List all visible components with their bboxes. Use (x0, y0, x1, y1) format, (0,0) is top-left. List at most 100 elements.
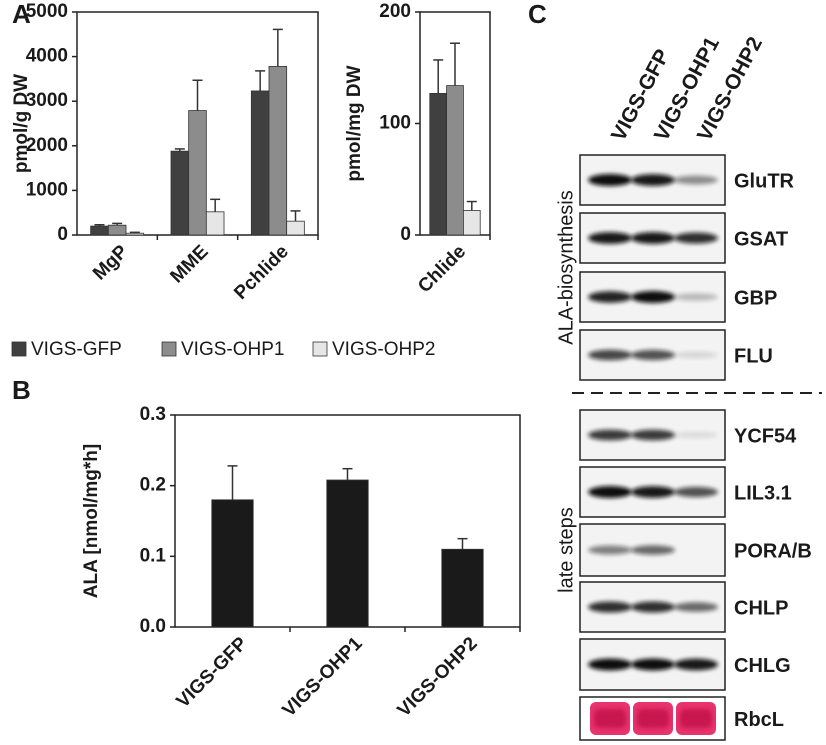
group-label: late steps (555, 507, 577, 593)
y-tick-label: 0 (57, 224, 68, 245)
bar (429, 92, 447, 236)
protein-band (588, 545, 632, 555)
protein-label: GluTR (734, 170, 795, 192)
protein-label: LIL3.1 (734, 482, 792, 504)
group-label: ALA-biosynthesis (555, 190, 577, 345)
panel-label: C (528, 0, 547, 29)
error-bar (290, 210, 301, 222)
error-bar (272, 28, 283, 67)
legend-swatch (11, 341, 27, 357)
y-axis-label: pmol/g DW (11, 74, 32, 173)
bar (90, 225, 109, 236)
protein-band (588, 658, 632, 671)
protein-band (588, 232, 632, 244)
error-bar (174, 148, 185, 152)
protein-band (674, 232, 718, 244)
protein-label: FLU (734, 345, 773, 367)
y-tick-label: 0.0 (140, 616, 166, 637)
bar (446, 85, 464, 236)
protein-band (631, 545, 675, 555)
protein-label: GBP (734, 287, 777, 309)
protein-band (631, 486, 675, 498)
bar (125, 232, 145, 236)
x-tick-label: MME (166, 241, 212, 287)
y-tick-label: 200 (379, 1, 411, 22)
error-bar (433, 59, 444, 94)
protein-band (631, 174, 675, 186)
protein-label: CHLG (734, 655, 791, 677)
protein-band (588, 429, 632, 441)
x-tick-label: VIGS-OHP1 (279, 633, 367, 721)
x-tick-label: MgP (89, 241, 132, 284)
y-tick-label: 2000 (26, 135, 68, 156)
x-tick-label: Chlide (414, 241, 470, 297)
panel-label: A (12, 0, 31, 29)
legend-label: VIGS-OHP2 (332, 339, 435, 360)
error-bar (450, 42, 460, 86)
error-bar (457, 537, 468, 550)
protein-label: CHLP (734, 597, 788, 619)
y-axis-label: ALA [nmol/mg*h] (81, 444, 102, 598)
error-bar (342, 467, 353, 481)
protein-band (674, 293, 718, 301)
protein-band (631, 232, 675, 244)
error-bar (192, 79, 203, 111)
error-bar (112, 222, 123, 226)
y-tick-label: 5000 (26, 1, 68, 22)
y-tick-label: 0.3 (140, 404, 166, 425)
bar (170, 150, 190, 236)
x-tick-label: VIGS-OHP2 (394, 633, 482, 721)
y-tick-label: 100 (379, 113, 411, 134)
protein-label: PORA/B (734, 540, 812, 562)
protein-band (674, 351, 718, 359)
legend-swatch (312, 341, 328, 357)
bar (268, 66, 288, 236)
error-bar (466, 200, 477, 211)
protein-band (674, 658, 718, 671)
y-tick-label: 3000 (26, 90, 68, 111)
bar (441, 548, 484, 628)
bar (326, 479, 369, 628)
stain-core (680, 709, 712, 728)
protein-band (631, 291, 675, 303)
error-bar (210, 198, 221, 212)
bar (188, 110, 207, 236)
error-bar (129, 231, 140, 234)
y-tick-label: 4000 (26, 46, 68, 67)
y-tick-label: 0.2 (140, 475, 166, 496)
x-tick-label: Pchlide (230, 241, 293, 304)
stain-core (637, 709, 669, 728)
protein-band (674, 175, 718, 185)
legend-swatch (161, 341, 177, 357)
protein-label: GSAT (734, 228, 788, 250)
stain-core (594, 709, 626, 728)
protein-band (588, 291, 632, 303)
y-tick-label: 0.1 (140, 545, 167, 566)
protein-band (674, 431, 718, 439)
protein-band (588, 174, 632, 186)
x-tick-label: VIGS-GFP (173, 633, 252, 712)
bar (250, 90, 270, 236)
protein-band (631, 601, 675, 613)
bar (286, 220, 305, 236)
y-tick-label: 0 (400, 224, 411, 245)
protein-band (674, 486, 718, 498)
bar (462, 210, 481, 236)
legend-label: VIGS-GFP (31, 339, 122, 360)
bar (107, 224, 127, 236)
y-axis-label: pmol/mg DW (344, 65, 365, 181)
protein-label: YCF54 (734, 425, 797, 447)
protein-band (631, 429, 675, 441)
protein-band (588, 486, 632, 498)
protein-band (588, 349, 632, 361)
y-tick-label: 1000 (26, 179, 68, 200)
bar (205, 211, 225, 236)
bar (211, 499, 254, 628)
protein-band (674, 602, 718, 612)
protein-band (631, 349, 675, 361)
panel-label: B (12, 375, 31, 405)
error-bar (227, 465, 238, 500)
error-bar (255, 70, 266, 91)
legend-label: VIGS-OHP1 (181, 339, 284, 360)
